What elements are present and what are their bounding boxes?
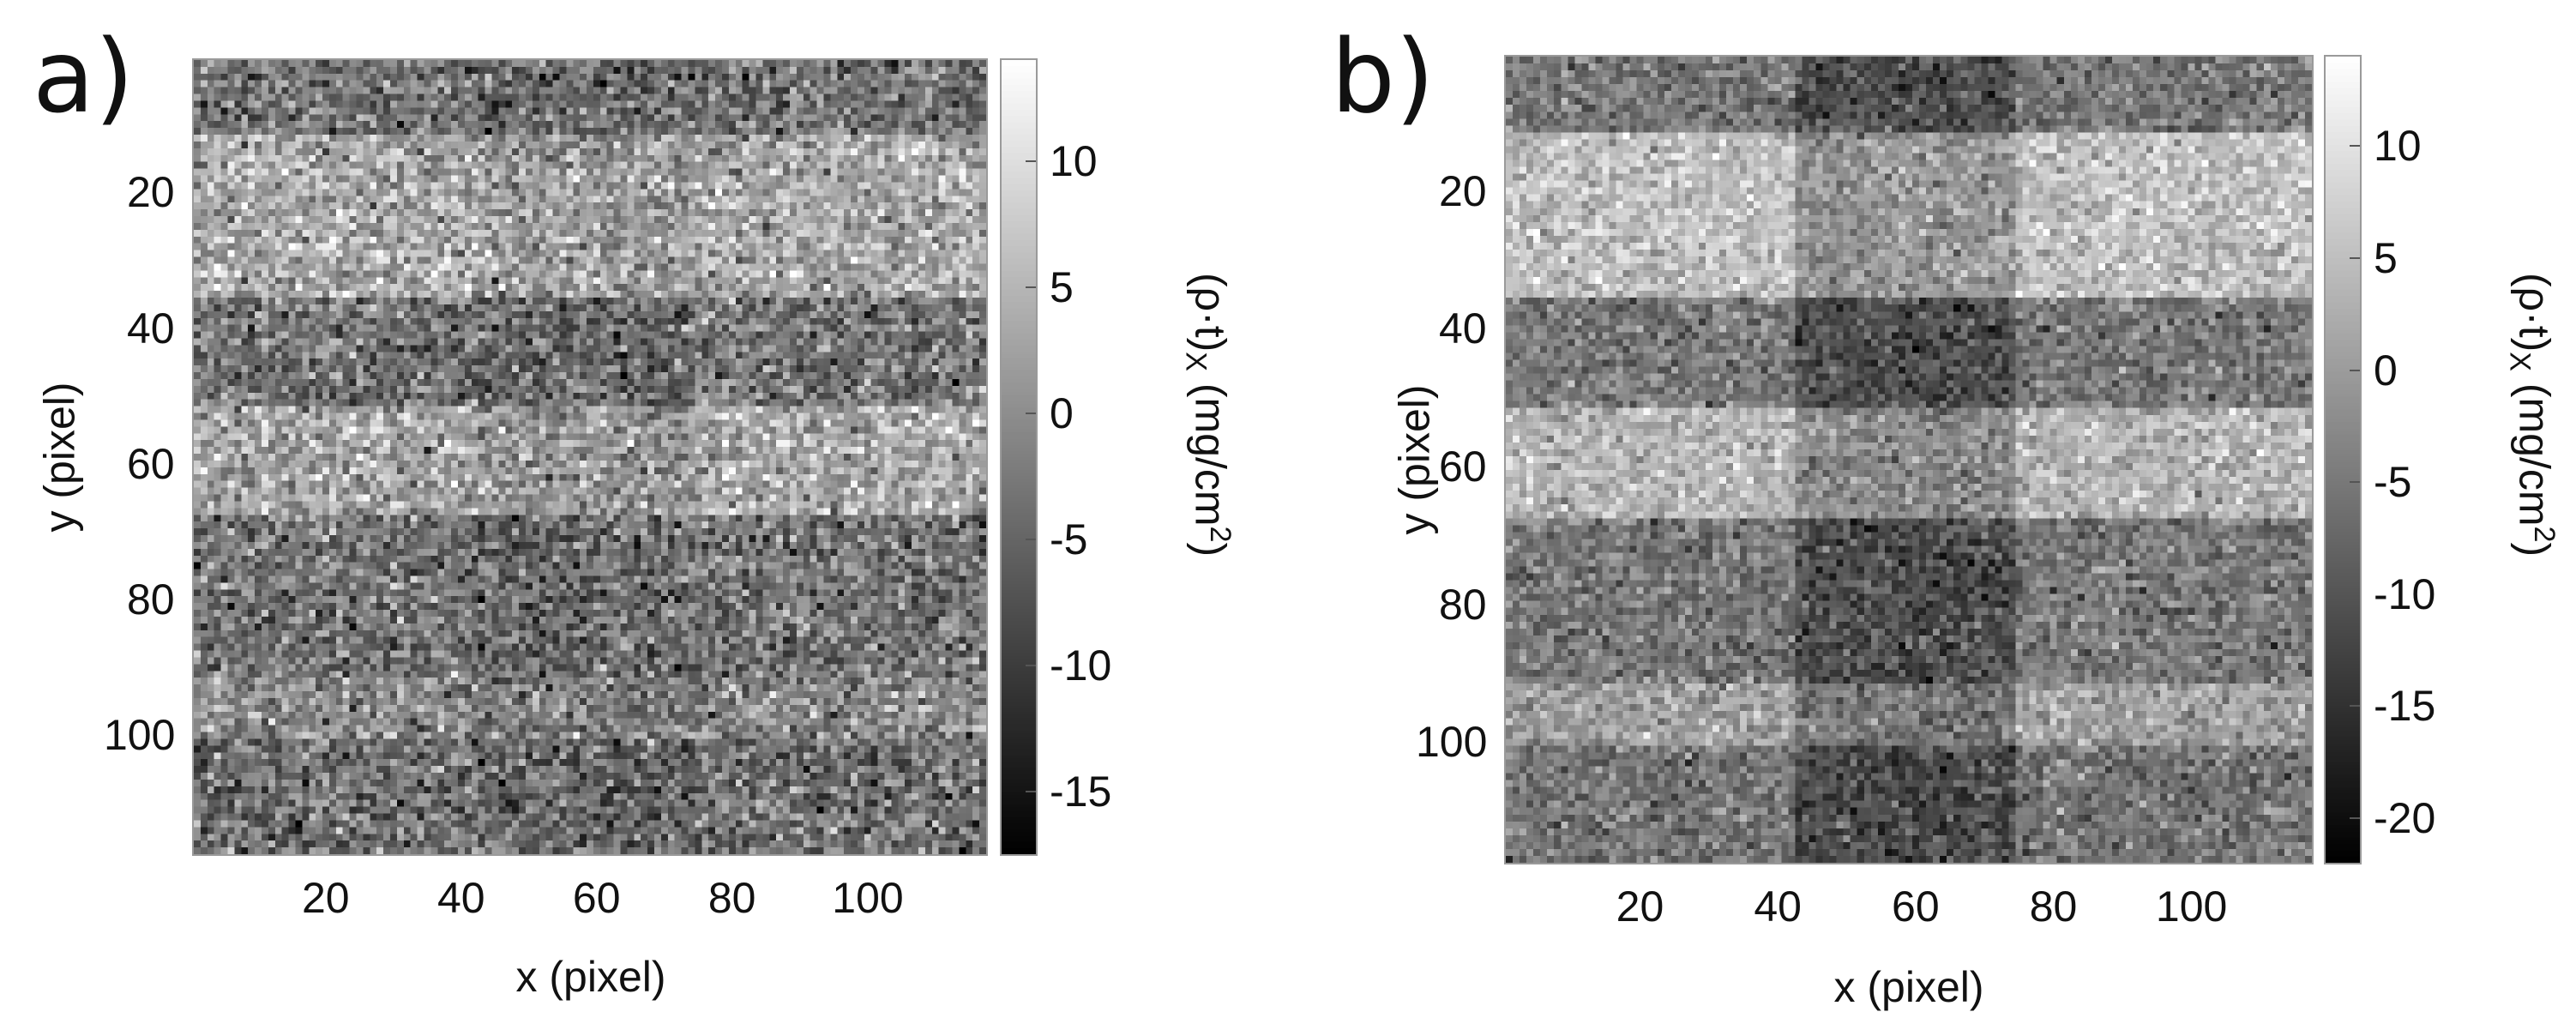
colorbar-tick-label: 5 [2374, 234, 2398, 282]
colorbar-tick-mark [2350, 369, 2360, 371]
heatmap-canvas [194, 60, 986, 854]
colorbar-tick-label: -10 [2374, 569, 2436, 618]
colorbar-tick-label: -5 [2374, 458, 2412, 507]
colorbar-tick-mark [1026, 664, 1036, 666]
x-tick-label: 60 [572, 874, 621, 922]
y-tick-label: 60 [1439, 443, 1487, 491]
x-tick-label: 80 [707, 874, 756, 922]
x-tick-label: 40 [1754, 882, 1802, 931]
colorbar-tick-label: 10 [1050, 136, 1098, 185]
y-tick-label: 20 [1439, 166, 1487, 215]
colorbar [2324, 55, 2362, 864]
colorbar-tick-mark [2350, 257, 2360, 259]
colorbar-label-sup: 2 [1204, 526, 1237, 543]
y-tick-label: 80 [1439, 580, 1487, 629]
colorbar-tick-label: 10 [2374, 122, 2422, 171]
heatmap-canvas [1506, 57, 2312, 863]
colorbar-tick-label: -5 [1050, 515, 1088, 563]
colorbar-tick-label: -15 [2374, 682, 2436, 731]
colorbar-tick-mark [1026, 790, 1036, 792]
y-axis-label: y (pixel) [1390, 384, 1439, 535]
x-tick-label: 80 [2029, 882, 2078, 931]
colorbar [1000, 58, 1038, 856]
colorbar-label-sub: X [1179, 352, 1213, 371]
colorbar-label-sub: X [2503, 352, 2537, 371]
heatmap-image [1504, 55, 2314, 864]
colorbar-tick-label: 5 [1050, 262, 1074, 311]
colorbar-tick-mark [1026, 538, 1036, 540]
x-tick-label: 20 [302, 874, 350, 922]
colorbar-tick-label: 0 [1050, 388, 1074, 437]
x-tick-label: 100 [2155, 882, 2228, 931]
y-tick-label: 40 [1439, 304, 1487, 353]
y-tick-label: 40 [127, 304, 175, 352]
colorbar-label: (ρ·t)X (mg/cm2) [1178, 273, 1237, 557]
colorbar-tick-mark [1026, 412, 1036, 414]
colorbar-label-main: (ρ·t) [2510, 273, 2559, 352]
x-axis-label: x (pixel) [1833, 963, 1984, 1011]
colorbar-label: (ρ·t)X (mg/cm2) [2502, 273, 2561, 557]
y-tick-label: 60 [127, 439, 175, 488]
colorbar-tick-mark [2350, 145, 2360, 148]
y-tick-label: 100 [104, 711, 176, 760]
colorbar-tick-label: -15 [1050, 767, 1112, 816]
colorbar-label-end: ) [2510, 542, 2559, 557]
x-axis-label: x (pixel) [515, 953, 666, 1001]
colorbar-tick-mark [2350, 705, 2360, 708]
colorbar-gradient [1002, 60, 1036, 854]
x-tick-label: 40 [436, 874, 485, 922]
colorbar-tick-mark [2350, 593, 2360, 595]
x-tick-label: 20 [1616, 882, 1664, 931]
y-tick-label: 80 [127, 575, 175, 624]
colorbar-label-sup: 2 [2528, 526, 2561, 543]
colorbar-tick-label: -10 [1050, 641, 1112, 690]
panel-label: b) [1331, 17, 1435, 136]
panel-label: a) [33, 17, 135, 136]
y-axis-label: y (pixel) [35, 382, 84, 533]
colorbar-tick-label: 0 [2374, 346, 2398, 395]
colorbar-label-unit: (mg/cm [2510, 370, 2559, 527]
x-tick-label: 100 [832, 874, 904, 922]
x-tick-label: 60 [1892, 882, 1940, 931]
colorbar-tick-mark [2350, 481, 2360, 484]
y-tick-label: 20 [127, 168, 175, 217]
y-tick-label: 100 [1416, 718, 1488, 767]
colorbar-tick-mark [1026, 286, 1036, 288]
colorbar-label-end: ) [1186, 542, 1235, 557]
colorbar-label-unit: (mg/cm [1186, 370, 1235, 527]
colorbar-tick-mark [1026, 160, 1036, 162]
colorbar-tick-mark [2350, 816, 2360, 819]
colorbar-label-main: (ρ·t) [1186, 273, 1235, 352]
colorbar-gradient [2326, 57, 2360, 863]
colorbar-tick-label: -20 [2374, 793, 2436, 842]
heatmap-image [192, 58, 988, 856]
